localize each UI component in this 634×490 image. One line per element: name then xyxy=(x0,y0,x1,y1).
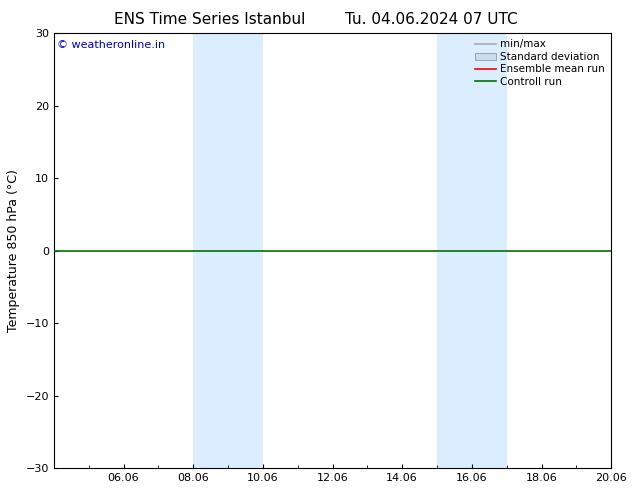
Bar xyxy=(193,33,263,468)
Legend: min/max, Standard deviation, Ensemble mean run, Controll run: min/max, Standard deviation, Ensemble me… xyxy=(472,36,608,90)
Bar xyxy=(437,33,507,468)
Text: © weatheronline.in: © weatheronline.in xyxy=(56,40,165,49)
Text: Tu. 04.06.2024 07 UTC: Tu. 04.06.2024 07 UTC xyxy=(345,12,517,27)
Text: ENS Time Series Istanbul: ENS Time Series Istanbul xyxy=(113,12,305,27)
Y-axis label: Temperature 850 hPa (°C): Temperature 850 hPa (°C) xyxy=(7,169,20,332)
